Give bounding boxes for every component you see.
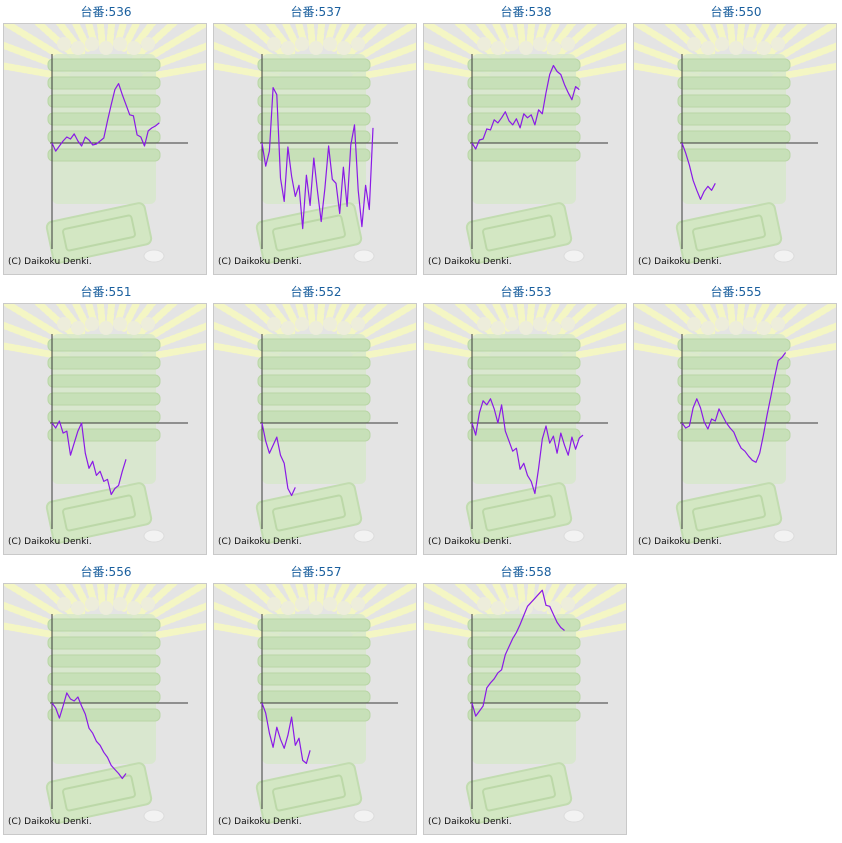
- copyright-text: (C) Daikoku Denki.: [428, 537, 512, 547]
- slump-graph-svg: [214, 584, 416, 824]
- background-machine-illustration: [424, 584, 626, 824]
- slump-graph-svg: [424, 584, 626, 824]
- copyright-text: (C) Daikoku Denki.: [428, 817, 512, 827]
- slump-line: [51, 692, 127, 780]
- slump-line: [261, 702, 311, 764]
- copyright-text: (C) Daikoku Denki.: [8, 537, 92, 547]
- copyright-text: (C) Daikoku Denki.: [8, 257, 92, 267]
- machine-number-title[interactable]: 台番:537: [290, 5, 342, 19]
- slump-line: [471, 589, 565, 717]
- machine-number-title[interactable]: 台番:536: [80, 5, 132, 19]
- slump-graph-panel: (C) Daikoku Denki.: [213, 303, 417, 555]
- slump-graph-panel: (C) Daikoku Denki.: [3, 303, 207, 555]
- slump-graph-svg: [214, 24, 416, 264]
- background-machine-illustration: [214, 24, 416, 264]
- copyright-text: (C) Daikoku Denki.: [638, 537, 722, 547]
- copyright-text: (C) Daikoku Denki.: [8, 817, 92, 827]
- slump-graph-panel: (C) Daikoku Denki.: [633, 23, 837, 275]
- background-machine-illustration: [4, 584, 206, 824]
- background-machine-illustration: [424, 24, 626, 264]
- slump-line: [471, 398, 584, 495]
- background-machine-illustration: [424, 304, 626, 544]
- slump-graph-svg: [634, 304, 836, 544]
- background-machine-illustration: [4, 24, 206, 264]
- slump-graph-panel: (C) Daikoku Denki.: [423, 583, 627, 835]
- slump-line: [261, 422, 296, 497]
- machine-number-title[interactable]: 台番:557: [290, 565, 342, 579]
- slump-graph-svg: [424, 24, 626, 264]
- copyright-text: (C) Daikoku Denki.: [218, 537, 302, 547]
- slump-graph-svg: [424, 304, 626, 544]
- copyright-text: (C) Daikoku Denki.: [638, 257, 722, 267]
- slump-graph-svg: [4, 584, 206, 824]
- slump-line: [51, 82, 160, 152]
- slump-line: [471, 64, 580, 150]
- background-machine-illustration: [214, 584, 416, 824]
- copyright-text: (C) Daikoku Denki.: [218, 257, 302, 267]
- machine-number-title[interactable]: 台番:555: [710, 285, 762, 299]
- background-machine-illustration: [214, 304, 416, 544]
- slump-graph-svg: [4, 24, 206, 264]
- machine-number-title[interactable]: 台番:538: [500, 5, 552, 19]
- slump-graph-svg: [214, 304, 416, 544]
- slump-graph-panel: (C) Daikoku Denki.: [213, 583, 417, 835]
- slump-graph-panel: (C) Daikoku Denki.: [3, 23, 207, 275]
- slump-graph-panel: (C) Daikoku Denki.: [423, 23, 627, 275]
- slump-graph-panel: (C) Daikoku Denki.: [423, 303, 627, 555]
- slump-line: [681, 352, 787, 463]
- slump-graph-panel: (C) Daikoku Denki.: [3, 583, 207, 835]
- machine-number-title[interactable]: 台番:551: [80, 285, 132, 299]
- slump-line: [681, 142, 716, 200]
- machine-number-title[interactable]: 台番:556: [80, 565, 132, 579]
- machine-number-title[interactable]: 台番:550: [710, 5, 762, 19]
- slump-graph-svg: [634, 24, 836, 264]
- background-machine-illustration: [634, 304, 836, 544]
- copyright-text: (C) Daikoku Denki.: [218, 817, 302, 827]
- slump-graph-panel: (C) Daikoku Denki.: [633, 303, 837, 555]
- background-machine-illustration: [634, 24, 836, 264]
- machine-number-title[interactable]: 台番:558: [500, 565, 552, 579]
- slump-graph-panel: (C) Daikoku Denki.: [213, 23, 417, 275]
- slump-line: [51, 420, 127, 496]
- background-machine-illustration: [4, 304, 206, 544]
- machine-number-title[interactable]: 台番:553: [500, 285, 552, 299]
- copyright-text: (C) Daikoku Denki.: [428, 257, 512, 267]
- slump-line: [261, 86, 374, 230]
- slump-graph-svg: [4, 304, 206, 544]
- machine-number-title[interactable]: 台番:552: [290, 285, 342, 299]
